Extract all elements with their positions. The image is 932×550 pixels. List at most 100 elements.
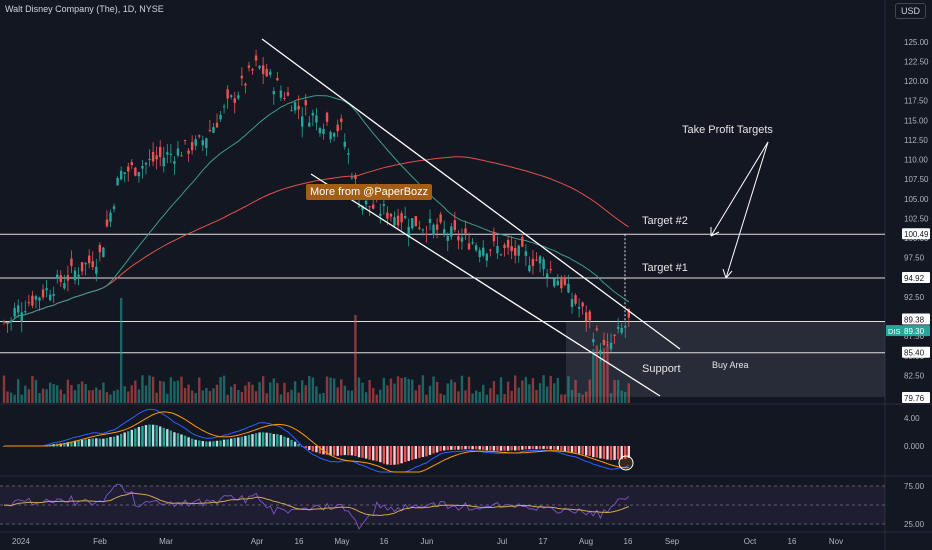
macd-histogram-bar <box>354 446 357 457</box>
volume-bar <box>148 375 151 403</box>
volume-bar <box>343 385 346 403</box>
candle-body <box>372 204 375 209</box>
macd-histogram-bar <box>290 439 293 447</box>
candle-body <box>265 68 268 77</box>
volume-bar <box>599 357 602 403</box>
volume-bar <box>464 390 467 403</box>
macd-histogram-bar <box>577 446 581 454</box>
candle-body <box>439 214 442 223</box>
currency-button[interactable]: USD <box>894 3 926 19</box>
volume-bar <box>592 349 595 403</box>
candle-body <box>616 326 620 329</box>
candle-body <box>560 279 563 289</box>
candle-body <box>403 216 407 219</box>
macd-histogram-bar <box>542 446 545 449</box>
time-axis-label: Oct <box>744 537 757 546</box>
macd-histogram-bar <box>421 446 425 457</box>
promo-badge[interactable]: More from @PaperBozz <box>306 184 433 200</box>
macd-histogram-bar <box>563 446 567 452</box>
volume-bar <box>496 394 499 403</box>
macd-histogram-bar <box>545 446 549 450</box>
macd-histogram-bar <box>496 446 499 451</box>
volume-bar <box>418 384 421 403</box>
macd-histogram-bar <box>517 446 520 451</box>
candle-body <box>112 206 116 210</box>
candle-body <box>421 229 425 231</box>
candle-body <box>73 270 77 281</box>
volume-bar <box>457 391 460 403</box>
candle-body <box>510 246 513 252</box>
candle-body <box>180 155 183 157</box>
volume-bar <box>393 383 396 403</box>
volume-bar <box>549 375 552 403</box>
volume-bar <box>98 389 102 403</box>
volume-bar <box>66 379 70 403</box>
candle-body <box>59 275 62 283</box>
volume-bar <box>116 389 119 403</box>
candle-body <box>460 237 464 242</box>
candle-body <box>343 141 346 147</box>
macd-histogram-bar <box>187 437 190 447</box>
candle-body <box>88 255 91 264</box>
volume-bar <box>485 394 488 403</box>
take-profit-label: Take Profit Targets <box>682 124 773 136</box>
macd-histogram-bar <box>226 439 229 447</box>
volume-bar <box>482 384 485 403</box>
candle-body <box>503 244 506 249</box>
volume-bar <box>20 394 23 403</box>
candle-body <box>34 296 38 300</box>
candle-body <box>464 228 467 234</box>
volume-bar <box>521 380 524 403</box>
macd-histogram-bar <box>77 440 80 447</box>
ticker-badge <box>886 325 902 337</box>
macd-histogram-bar <box>467 446 471 449</box>
macd-histogram-bar <box>407 446 410 461</box>
time-axis-label: Jul <box>497 537 507 546</box>
volume-bar <box>492 381 496 403</box>
candle-body <box>190 141 194 151</box>
macd-histogram-bar <box>141 425 144 447</box>
macd-histogram-bar <box>63 442 66 447</box>
macd-histogram-bar <box>492 446 496 451</box>
price-label-bg <box>902 313 930 325</box>
price-label: 89.38 <box>904 315 925 324</box>
macd-histogram-bar <box>528 446 531 450</box>
volume-bar <box>240 392 244 403</box>
support-label: Support <box>642 363 681 375</box>
candle-body <box>251 69 254 71</box>
volume-bar <box>375 394 378 403</box>
volume-bar <box>247 381 251 403</box>
volume-bar <box>528 384 531 403</box>
volume-bar <box>616 380 620 403</box>
macd-histogram-bar <box>588 446 591 456</box>
candle-body <box>364 200 368 205</box>
price-tick-label: 82.50 <box>904 371 925 380</box>
macd-histogram-bar <box>531 446 535 450</box>
candle-body <box>425 233 428 235</box>
macd-histogram-bar <box>130 429 133 447</box>
candle-body <box>613 334 616 336</box>
macd-histogram-bar <box>535 446 538 450</box>
volume-bar <box>2 375 6 403</box>
macd-histogram-bar <box>144 425 148 447</box>
candle-body <box>482 247 485 256</box>
volume-bar <box>435 381 439 403</box>
candle-body <box>212 127 215 133</box>
price-label: 79.76 <box>904 394 925 403</box>
arrow-target2-head <box>710 227 720 237</box>
candle-body <box>432 224 435 235</box>
candle-body <box>166 152 169 155</box>
macd-histogram-bar <box>411 446 414 460</box>
volume-bar <box>9 392 13 403</box>
candle-body <box>435 224 439 230</box>
macd-histogram-bar <box>450 446 453 450</box>
price-tick-label: 125.00 <box>904 38 929 47</box>
volume-bar <box>347 390 350 403</box>
macd-histogram-bar <box>432 446 435 454</box>
candle-body <box>194 139 197 146</box>
volume-bar <box>350 390 354 403</box>
volume-bar <box>144 385 148 403</box>
volume-bar <box>205 387 208 403</box>
volume-bar <box>538 383 542 403</box>
